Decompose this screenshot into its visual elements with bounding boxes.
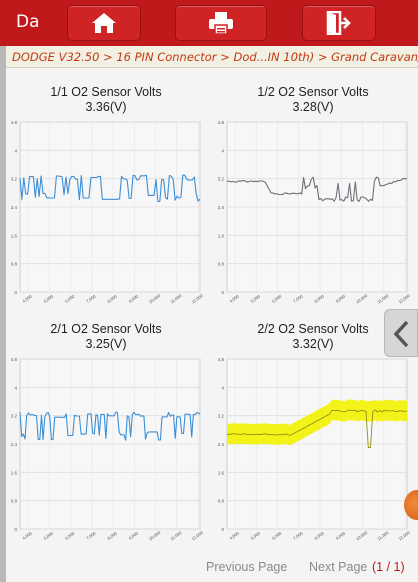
x-tick-label: 7,000: [85, 293, 97, 303]
chevron-left-icon: [393, 320, 409, 348]
chart-1-title: 1/1 O2 Sensor Volts: [50, 85, 162, 99]
x-tick-label: 4,000: [21, 293, 33, 303]
x-tick-label: 10,000: [148, 530, 162, 542]
y-tick-label: 0.8: [11, 499, 18, 504]
next-page-button[interactable]: Next Page: [309, 560, 368, 574]
x-tick-label: 7,000: [292, 530, 304, 540]
y-tick-label: 0: [221, 527, 224, 532]
y-tick-label: 4: [221, 148, 224, 153]
chart-3-value: 3.25(V): [85, 337, 127, 351]
chart-3-graph: 4.8 4 3.2 2.4 1.6 0.8 0 4,000 5,000 6,000 7,000 8,0…: [11, 357, 205, 542]
chart-1-value: 3.36(V): [85, 100, 127, 114]
x-tick-label: 11,000: [169, 530, 183, 542]
x-tick-label: 9,000: [335, 530, 347, 540]
sensor-trace-1-2: [226, 176, 408, 202]
chart-1-graph: 4.8 4 3.2 2.4 1.6 0.8 0 4,000 5,000 6,000 7,000 8,0…: [11, 120, 205, 305]
x-tick-label: 5,000: [250, 530, 262, 540]
y-tick-label: 2.4: [218, 442, 225, 447]
breadcrumb: DODGE V32.50 > 16 PIN Connector > Dod...…: [6, 46, 418, 68]
x-tick-label: 4,000: [228, 530, 240, 540]
x-tick-label: 6,000: [271, 293, 283, 303]
y-tick-label: 4: [14, 385, 17, 390]
x-tick-label: 5,000: [250, 293, 262, 303]
y-tick-label: 4.8: [218, 120, 225, 125]
chart-4-title: 2/2 O2 Sensor Volts: [257, 322, 369, 336]
x-tick-label: 10,000: [148, 293, 162, 305]
x-tick-label: 8,000: [106, 293, 118, 303]
x-tick-label: 12,000: [397, 530, 411, 542]
chart-4-graph: 4.8 4 3.2 2.4 1.6 0.8 0 4,000 5,000 6,000 7,000 8,0…: [218, 357, 412, 542]
x-tick-label: 6,000: [64, 530, 76, 540]
app-label: Da: [16, 12, 40, 32]
y-tick-label: 2.4: [11, 442, 18, 447]
y-tick-label: 4.8: [218, 357, 225, 362]
print-button[interactable]: [175, 5, 267, 41]
y-tick-label: 4.8: [11, 357, 18, 362]
x-tick-label: 4,000: [21, 530, 33, 540]
y-tick-label: 3.2: [11, 177, 18, 182]
chart-3-title: 2/1 O2 Sensor Volts: [50, 322, 162, 336]
chart-2-graph: 4.8 4 3.2 2.4 1.6 0.8 0 4,000 5,000 6,000 7,000 8,0…: [218, 120, 412, 305]
left-edge: [0, 0, 6, 582]
x-tick-label: 12,000: [190, 530, 204, 542]
y-tick-label: 3.2: [218, 177, 225, 182]
y-tick-label: 0: [14, 527, 17, 532]
y-tick-label: 4.8: [11, 120, 18, 125]
y-tick-label: 0: [221, 290, 224, 295]
x-tick-label: 9,000: [128, 293, 140, 303]
floating-action-button[interactable]: [404, 490, 418, 520]
x-tick-label: 12,000: [397, 293, 411, 305]
y-tick-label: 4: [14, 148, 17, 153]
x-tick-label: 5,000: [43, 293, 55, 303]
printer-icon: [209, 12, 233, 35]
breadcrumb-text: DODGE V32.50 > 16 PIN Connector > Dod...…: [12, 50, 418, 64]
x-tick-label: 10,000: [355, 530, 369, 542]
y-tick-label: 0.8: [218, 262, 225, 267]
y-tick-label: 1.6: [11, 470, 18, 475]
home-icon: [92, 13, 116, 33]
previous-page-button[interactable]: Previous Page: [206, 560, 288, 574]
home-button[interactable]: [67, 5, 141, 41]
page-count: (1 / 1): [372, 560, 405, 574]
x-tick-label: 4,000: [228, 293, 240, 303]
x-tick-label: 7,000: [292, 293, 304, 303]
y-tick-label: 2.4: [11, 205, 18, 210]
x-tick-label: 8,000: [313, 530, 325, 540]
y-tick-label: 0.8: [11, 262, 18, 267]
x-tick-label: 6,000: [271, 530, 283, 540]
chart-4-value: 3.32(V): [292, 337, 334, 351]
collapse-panel-button[interactable]: [384, 309, 418, 357]
x-tick-label: 8,000: [106, 530, 118, 540]
x-tick-label: 11,000: [376, 293, 390, 305]
y-tick-label: 2.4: [218, 205, 225, 210]
y-tick-label: 1.6: [218, 233, 225, 238]
x-tick-label: 6,000: [64, 293, 76, 303]
sensor-trace-1-1: [19, 174, 201, 203]
x-tick-label: 7,000: [85, 530, 97, 540]
exit-icon: [326, 11, 351, 35]
x-tick-label: 5,000: [43, 530, 55, 540]
x-tick-label: 9,000: [335, 293, 347, 303]
y-tick-label: 4: [221, 385, 224, 390]
chart-2-title: 1/2 O2 Sensor Volts: [257, 85, 369, 99]
x-tick-label: 8,000: [313, 293, 325, 303]
y-tick-label: 1.6: [11, 233, 18, 238]
x-tick-label: 10,000: [355, 293, 369, 305]
exit-button[interactable]: [302, 5, 376, 41]
x-tick-label: 9,000: [128, 530, 140, 540]
y-tick-label: 3.2: [11, 414, 18, 419]
sensor-trace-2-1: [19, 411, 201, 441]
x-tick-label: 12,000: [190, 293, 204, 305]
sensor-trace-2-2: [226, 409, 408, 448]
chart-2-value: 3.28(V): [292, 100, 334, 114]
y-tick-label: 0: [14, 290, 17, 295]
y-tick-label: 0.8: [218, 499, 225, 504]
y-tick-label: 1.6: [218, 470, 225, 475]
x-tick-label: 11,000: [169, 293, 183, 305]
top-toolbar: Da: [0, 0, 418, 46]
x-tick-label: 11,000: [376, 530, 390, 542]
y-tick-label: 3.2: [218, 414, 225, 419]
